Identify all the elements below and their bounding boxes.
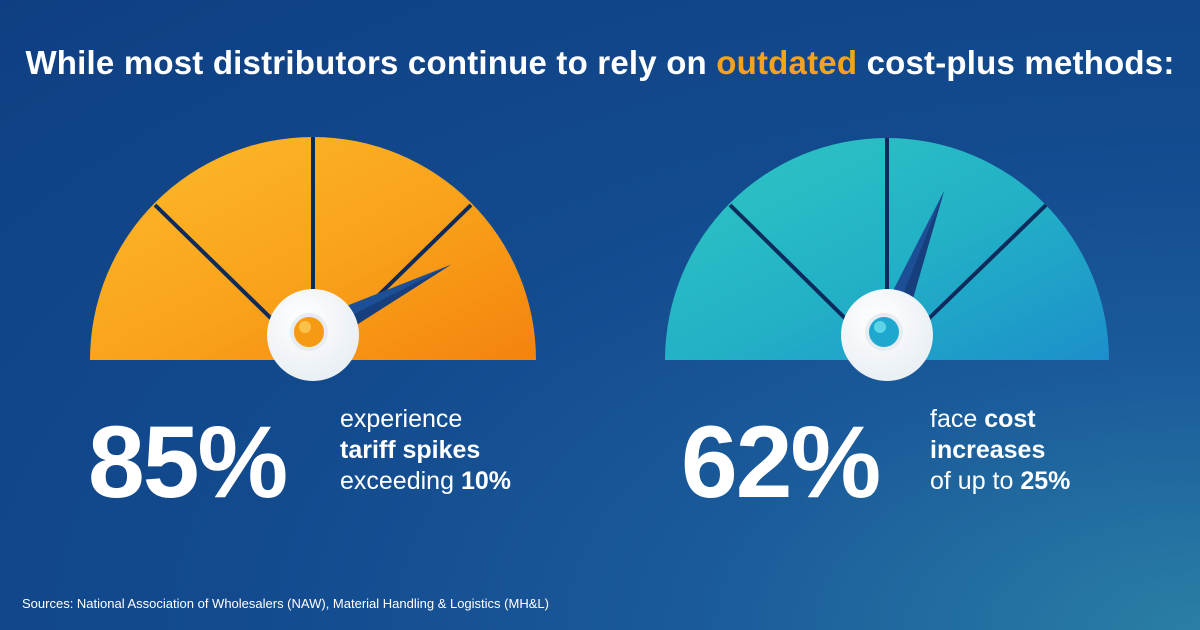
- stat-right-line1-bold: cost: [984, 405, 1036, 433]
- gauge-right-needle-shade: [898, 190, 945, 312]
- stat-left-line3: exceeding 10%: [340, 466, 511, 497]
- stat-right-line3-plain: of up to: [930, 467, 1021, 495]
- gauge-left-hub-shine: [299, 321, 311, 333]
- gauge-left: [90, 137, 536, 381]
- headline-highlight: outdated: [716, 44, 858, 81]
- gauge-right-hub-inner: [865, 313, 903, 351]
- stat-right-line3: of up to 25%: [930, 466, 1070, 497]
- stat-left-description: experience tariff spikes exceeding 10%: [340, 404, 511, 497]
- stat-left-line1: experience: [340, 405, 463, 433]
- gauge-left-needle-shade: [339, 264, 452, 333]
- stat-right-line2: increases: [930, 435, 1070, 466]
- headline-text-end: cost-plus methods:: [857, 44, 1175, 81]
- gauge-right-hub-shine: [874, 321, 886, 333]
- gauge-right: [665, 138, 1109, 381]
- headline: While most distributors continue to rely…: [0, 44, 1200, 82]
- gauge-left-hub-inner: [290, 313, 328, 351]
- stat-right-line2-bold: increases: [930, 436, 1046, 464]
- sources-footnote: Sources: National Association of Wholesa…: [22, 596, 549, 611]
- stat-right-line1-plain: face: [930, 405, 985, 433]
- gauge-right-needle: [886, 190, 945, 312]
- stat-right-line1: face cost: [930, 404, 1070, 435]
- stat-left-line3-plain: exceeding: [340, 467, 461, 495]
- stat-left-line2-bold: tariff spikes: [340, 436, 481, 464]
- headline-text-start: While most distributors continue to rely…: [25, 44, 717, 81]
- stat-right-value: 62%: [681, 405, 881, 519]
- stat-left-line3-bold: 10%: [460, 467, 511, 495]
- stat-left-line2: tariff spikes: [340, 435, 511, 466]
- stat-right-description: face cost increases of up to 25%: [930, 404, 1070, 497]
- stat-left-value: 85%: [88, 405, 288, 519]
- stat-right-line3-bold: 25%: [1020, 467, 1071, 495]
